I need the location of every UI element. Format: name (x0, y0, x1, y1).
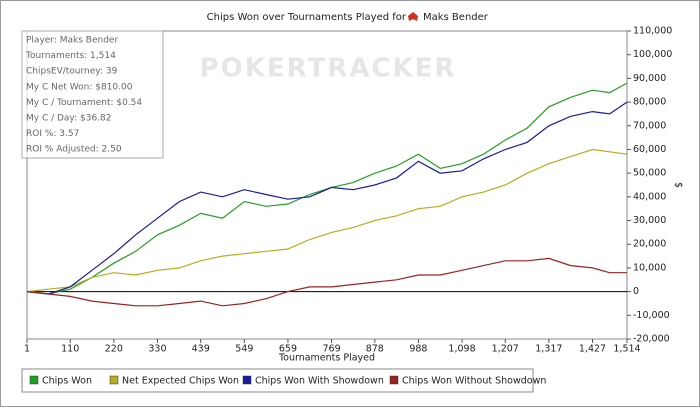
x-axis-title: Tournaments Played (278, 353, 375, 364)
plot-area (26, 30, 628, 340)
series-line (26, 148, 628, 293)
y-tick-label: 0 (633, 286, 639, 297)
series-line (26, 257, 627, 307)
y-tick-label: 20,000 (633, 239, 666, 250)
series-line (26, 101, 628, 295)
info-line: Tournaments: 1,514 (25, 51, 116, 61)
x-tick-label: 1 (24, 344, 30, 355)
x-tick-label: 1,317 (535, 344, 562, 355)
y-tick-label: 10,000 (633, 262, 666, 273)
x-tick-label: 330 (148, 344, 166, 355)
legend-label: Chips Won With Showdown (255, 376, 384, 387)
x-tick-label: 1,514 (613, 344, 640, 355)
x-tick-label: 1,098 (448, 344, 475, 355)
info-line: ChipsEV/tourney: 39 (26, 67, 118, 77)
x-tick-label: 988 (409, 344, 427, 355)
legend-label: Chips Won Without Showdown (402, 376, 546, 387)
y-tick-label: 60,000 (633, 144, 666, 155)
info-line: My C / Tournament: $0.54 (26, 98, 142, 108)
legend-label: Net Expected Chips Won (122, 376, 239, 387)
y-tick-label: 40,000 (633, 191, 666, 202)
x-tick-label: 439 (192, 344, 210, 355)
y-tick-label: 90,000 (633, 73, 666, 84)
x-tick-label: 220 (105, 344, 123, 355)
info-line: My C Net Won: $810.00 (26, 82, 133, 92)
x-tick-label: 878 (366, 344, 384, 355)
watermark: POKERTRACKER (200, 54, 457, 84)
x-tick-label: 549 (235, 344, 253, 355)
legend (21, 368, 534, 393)
info-line: Player: Maks Bender (26, 36, 118, 46)
chart-title: Chips Won over Tournaments Played for (207, 12, 407, 23)
y-tick-label: 30,000 (633, 215, 666, 226)
legend-swatch (109, 375, 119, 385)
info-box (21, 30, 164, 159)
x-tick-label: 659 (279, 344, 297, 355)
y-tick-label: 110,000 (633, 26, 672, 37)
y-tick-label: 50,000 (633, 168, 666, 179)
player-icon (408, 12, 418, 21)
y-tick-label: 100,000 (633, 49, 672, 60)
legend-swatch (29, 375, 39, 385)
y-axis-title: $ (673, 182, 684, 188)
x-tick-label: 769 (322, 344, 340, 355)
legend-label: Chips Won (42, 376, 92, 387)
x-tick-label: 1,207 (492, 344, 519, 355)
legend-swatch (242, 375, 252, 385)
chart-title-player: Maks Bender (423, 12, 489, 23)
x-tick-label: 1,427 (579, 344, 606, 355)
x-tick-label: 110 (61, 344, 79, 355)
y-tick-label: -20,000 (633, 334, 670, 345)
info-line: ROI %: 3.57 (26, 129, 79, 139)
y-tick-label: 70,000 (633, 120, 666, 131)
y-tick-label: -10,000 (633, 310, 670, 321)
legend-swatch (389, 375, 399, 385)
y-tick-label: 80,000 (633, 97, 666, 108)
info-line: ROI % Adjusted: 2.50 (26, 145, 122, 155)
info-line: My C / Day: $36.82 (26, 114, 112, 124)
